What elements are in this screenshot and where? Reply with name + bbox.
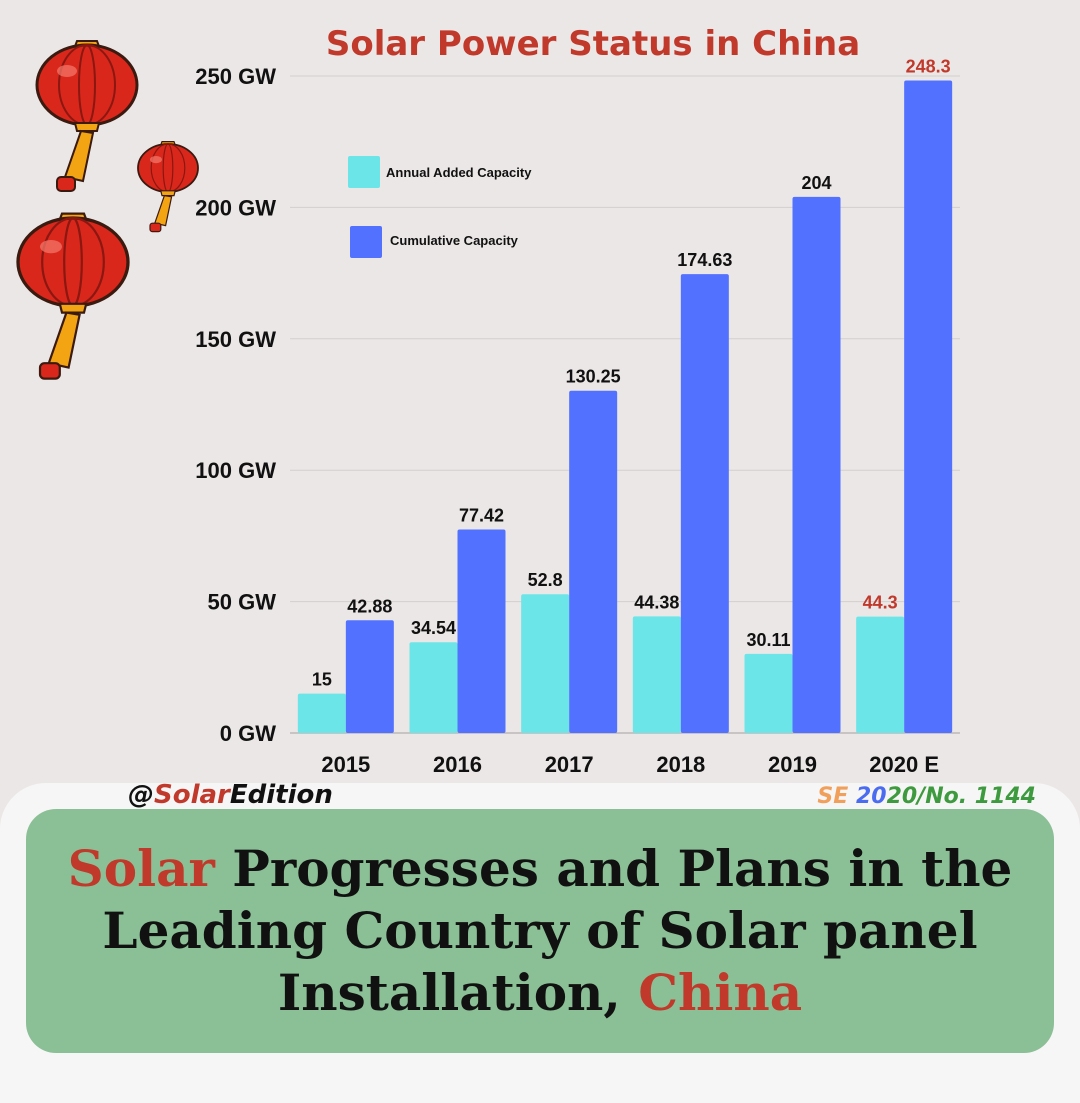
y-tick-label: 0 GW [220,721,276,746]
bar-annual [856,616,905,733]
data-label-annual: 15 [312,670,332,690]
x-tick-label: 2016 [433,752,482,777]
legend: Annual Added Capacity Cumulative Capacit… [348,156,532,258]
data-label-annual: 44.3 [863,593,898,613]
social-handle: @SolarEdition [128,780,333,810]
y-tick-label: 50 GW [208,590,277,615]
legend-label-annual: Annual Added Capacity [386,165,532,180]
handle-suffix: Edition [229,780,333,810]
headline: Solar Progresses and Plans in the Leadin… [60,838,1020,1024]
bar-cumulative [457,529,506,733]
y-tick-label: 200 GW [195,195,276,220]
y-tick-label: 250 GW [195,64,276,89]
data-label-cumulative: 174.63 [677,250,732,270]
bar-annual [632,616,681,733]
data-label-annual: 52.8 [528,570,563,590]
data-label-annual: 34.54 [411,618,456,638]
data-label-cumulative: 77.42 [459,506,504,526]
bars [297,80,953,734]
y-tick-label: 150 GW [195,327,276,352]
chart-title: Solar Power Status in China [326,24,860,64]
data-label-cumulative: 42.88 [347,596,392,616]
edition-rest: 20/No. 1144 [886,784,1036,809]
headline-box: Solar Progresses and Plans in the Leadin… [26,809,1054,1053]
edition-number: SE 2020/No. 1144 [817,784,1036,809]
handle-prefix: @ [128,780,154,810]
headline-china: China [638,963,803,1022]
bar-annual [521,594,570,733]
y-tick-label: 100 GW [195,458,276,483]
bar-cumulative [904,80,953,734]
x-tick-label: 2019 [768,752,817,777]
headline-middle: Progresses and Plans in the Leading Coun… [102,839,1013,1022]
legend-swatch-cumulative [350,226,382,258]
bar-annual [297,693,346,733]
data-label-annual: 30.11 [746,630,790,650]
bar-annual [744,653,793,733]
bar-annual [409,642,458,733]
edition-se: SE [817,784,849,809]
headline-solar: Solar [67,839,215,898]
legend-swatch-annual [348,156,380,188]
paper-lantern-icon [137,140,199,233]
bar-cumulative [345,620,394,733]
data-label-annual: 44.38 [634,592,679,612]
bar-cumulative [792,196,841,733]
x-tick-label: 2018 [656,752,705,777]
edition-year-a: 20 [855,784,887,809]
y-axis-ticks: 0 GW 50 GW 100 GW 150 GW 200 GW 250 GW [195,64,276,746]
gridlines [290,75,960,734]
x-tick-label: 2017 [545,752,594,777]
data-label-cumulative: 204 [801,173,831,193]
x-axis-ticks: 2015 2016 2017 2018 2019 2020 E [321,752,939,777]
x-tick-label: 2020 E [869,752,939,777]
handle-accent: Solar [154,780,230,810]
data-label-cumulative: 130.25 [566,367,621,387]
lanterns [16,39,199,381]
paper-lantern-icon [35,39,139,193]
data-labels: 15 42.88 34.54 77.42 52.8 130.25 44.38 174.63 30… [312,56,951,689]
bar-cumulative [680,274,729,733]
paper-lantern-icon [16,211,130,381]
x-tick-label: 2015 [321,752,370,777]
legend-label-cumulative: Cumulative Capacity [390,233,519,248]
data-label-cumulative: 248.3 [906,56,951,76]
bar-cumulative [569,390,618,733]
chart: Solar Power Status in China 0 GW 50 GW 100… [16,24,960,777]
